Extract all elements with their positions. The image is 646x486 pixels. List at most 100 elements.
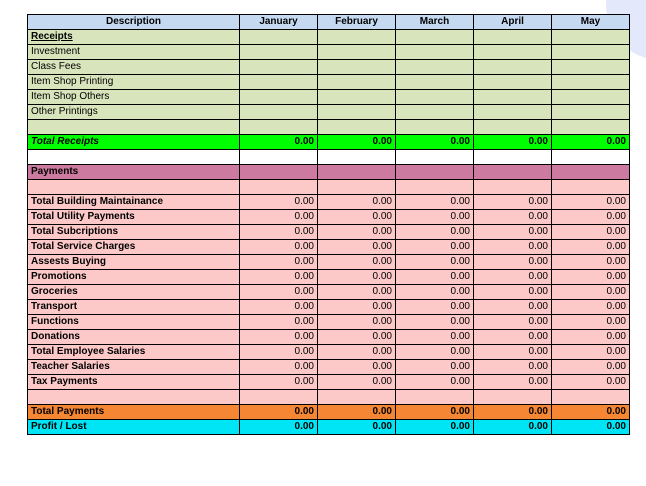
value-cell[interactable]: 0.00 — [551, 314, 630, 330]
empty-cell[interactable] — [551, 164, 630, 180]
empty-cell[interactable] — [239, 104, 318, 120]
value-cell[interactable]: 0.00 — [317, 404, 396, 420]
value-cell[interactable]: 0.00 — [551, 374, 630, 390]
empty-cell[interactable] — [473, 149, 552, 165]
value-cell[interactable]: 0.00 — [395, 224, 474, 240]
value-cell[interactable]: 0.00 — [473, 269, 552, 285]
value-cell[interactable]: 0.00 — [317, 254, 396, 270]
empty-cell[interactable] — [27, 119, 240, 135]
empty-cell[interactable] — [317, 389, 396, 405]
value-cell[interactable]: 0.00 — [473, 359, 552, 375]
column-header-month[interactable]: March — [395, 14, 474, 30]
value-cell[interactable]: 0.00 — [473, 374, 552, 390]
value-cell[interactable]: 0.00 — [551, 359, 630, 375]
value-cell[interactable]: 0.00 — [551, 299, 630, 315]
column-header-month[interactable]: April — [473, 14, 552, 30]
empty-cell[interactable] — [395, 179, 474, 195]
empty-cell[interactable] — [239, 389, 318, 405]
empty-cell[interactable] — [473, 389, 552, 405]
empty-cell[interactable] — [551, 149, 630, 165]
empty-cell[interactable] — [317, 119, 396, 135]
value-cell[interactable]: 0.00 — [239, 284, 318, 300]
value-cell[interactable]: 0.00 — [395, 284, 474, 300]
value-cell[interactable]: 0.00 — [551, 224, 630, 240]
empty-cell[interactable] — [317, 74, 396, 90]
value-cell[interactable]: 0.00 — [473, 209, 552, 225]
value-cell[interactable]: 0.00 — [395, 269, 474, 285]
row-label-cell[interactable]: Total Building Maintainance — [27, 194, 240, 210]
value-cell[interactable]: 0.00 — [551, 284, 630, 300]
empty-cell[interactable] — [395, 74, 474, 90]
value-cell[interactable]: 0.00 — [551, 254, 630, 270]
row-label-cell[interactable]: Donations — [27, 329, 240, 345]
value-cell[interactable]: 0.00 — [551, 269, 630, 285]
empty-cell[interactable] — [27, 389, 240, 405]
row-label-cell[interactable]: Total Service Charges — [27, 239, 240, 255]
column-header-description[interactable]: Description — [27, 14, 240, 30]
value-cell[interactable]: 0.00 — [473, 314, 552, 330]
value-cell[interactable]: 0.00 — [239, 254, 318, 270]
value-cell[interactable]: 0.00 — [395, 299, 474, 315]
value-cell[interactable]: 0.00 — [551, 329, 630, 345]
empty-cell[interactable] — [317, 44, 396, 60]
row-label-cell[interactable]: Total Employee Salaries — [27, 344, 240, 360]
value-cell[interactable]: 0.00 — [317, 344, 396, 360]
value-cell[interactable]: 0.00 — [317, 329, 396, 345]
value-cell[interactable]: 0.00 — [551, 239, 630, 255]
value-cell[interactable]: 0.00 — [395, 419, 474, 435]
empty-cell[interactable] — [395, 89, 474, 105]
value-cell[interactable]: 0.00 — [473, 404, 552, 420]
empty-cell[interactable] — [317, 104, 396, 120]
empty-cell[interactable] — [395, 149, 474, 165]
empty-cell[interactable] — [551, 104, 630, 120]
empty-cell[interactable] — [473, 179, 552, 195]
empty-cell[interactable] — [239, 164, 318, 180]
value-cell[interactable]: 0.00 — [473, 134, 552, 150]
value-cell[interactable]: 0.00 — [239, 209, 318, 225]
receipt-label-cell[interactable]: Investment — [27, 44, 240, 60]
value-cell[interactable]: 0.00 — [317, 299, 396, 315]
empty-cell[interactable] — [395, 389, 474, 405]
empty-cell[interactable] — [551, 74, 630, 90]
value-cell[interactable]: 0.00 — [473, 224, 552, 240]
value-cell[interactable]: 0.00 — [473, 299, 552, 315]
value-cell[interactable]: 0.00 — [239, 359, 318, 375]
empty-cell[interactable] — [551, 59, 630, 75]
empty-cell[interactable] — [473, 29, 552, 45]
column-header-month[interactable]: May — [551, 14, 630, 30]
value-cell[interactable]: 0.00 — [551, 344, 630, 360]
empty-cell[interactable] — [239, 119, 318, 135]
row-label-cell[interactable]: Transport — [27, 299, 240, 315]
value-cell[interactable]: 0.00 — [239, 314, 318, 330]
row-label-cell[interactable]: Groceries — [27, 284, 240, 300]
empty-cell[interactable] — [395, 119, 474, 135]
value-cell[interactable]: 0.00 — [317, 269, 396, 285]
value-cell[interactable]: 0.00 — [395, 209, 474, 225]
empty-cell[interactable] — [239, 179, 318, 195]
value-cell[interactable]: 0.00 — [395, 374, 474, 390]
empty-cell[interactable] — [473, 119, 552, 135]
empty-cell[interactable] — [551, 389, 630, 405]
payments-header-cell[interactable]: Payments — [27, 164, 240, 180]
value-cell[interactable]: 0.00 — [239, 194, 318, 210]
empty-cell[interactable] — [473, 44, 552, 60]
value-cell[interactable]: 0.00 — [395, 329, 474, 345]
receipt-label-cell[interactable]: Item Shop Others — [27, 89, 240, 105]
value-cell[interactable]: 0.00 — [239, 329, 318, 345]
empty-cell[interactable] — [395, 164, 474, 180]
value-cell[interactable]: 0.00 — [395, 359, 474, 375]
value-cell[interactable]: 0.00 — [317, 194, 396, 210]
value-cell[interactable]: 0.00 — [473, 419, 552, 435]
value-cell[interactable]: 0.00 — [239, 404, 318, 420]
column-header-month[interactable]: January — [239, 14, 318, 30]
empty-cell[interactable] — [27, 179, 240, 195]
value-cell[interactable]: 0.00 — [239, 344, 318, 360]
value-cell[interactable]: 0.00 — [239, 269, 318, 285]
value-cell[interactable]: 0.00 — [239, 419, 318, 435]
empty-cell[interactable] — [473, 164, 552, 180]
value-cell[interactable]: 0.00 — [551, 419, 630, 435]
empty-cell[interactable] — [395, 104, 474, 120]
value-cell[interactable]: 0.00 — [317, 314, 396, 330]
value-cell[interactable]: 0.00 — [317, 284, 396, 300]
value-cell[interactable]: 0.00 — [317, 359, 396, 375]
